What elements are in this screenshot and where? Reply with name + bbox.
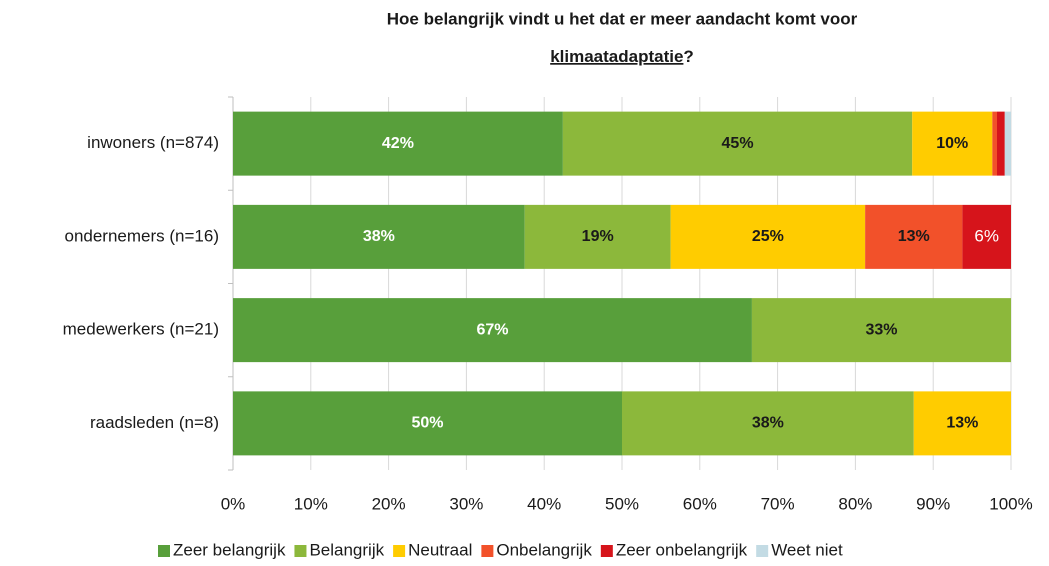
value-label: 42% <box>382 135 414 152</box>
bar-segment <box>622 391 914 456</box>
y-tick-label: medewerkers (n=21) <box>63 320 219 339</box>
value-label: 19% <box>582 228 614 245</box>
x-tick-label: 90% <box>916 494 950 513</box>
x-tick-label: 50% <box>605 494 639 513</box>
bar-segment <box>562 111 913 176</box>
chart-title-emphasis: klimaatadaptatie <box>550 47 683 66</box>
value-label: 45% <box>722 135 754 152</box>
x-tick-label: 60% <box>683 494 717 513</box>
legend-label: Weet niet <box>771 540 843 559</box>
x-tick-label: 30% <box>449 494 483 513</box>
legend-label: Neutraal <box>408 540 472 559</box>
bar-segment <box>912 111 993 176</box>
legend-swatch <box>158 545 170 557</box>
bar-segment <box>233 391 622 456</box>
bar-segment <box>233 204 525 269</box>
bar-segment <box>233 298 752 363</box>
value-label: 50% <box>411 415 443 432</box>
x-tick-label: 10% <box>294 494 328 513</box>
value-label: 13% <box>946 415 978 432</box>
legend-label: Onbelangrijk <box>496 540 592 559</box>
bar-segment <box>962 204 1011 269</box>
chart-title-end: ? <box>683 47 693 66</box>
x-tick-label: 0% <box>221 494 246 513</box>
y-tick-label: inwoners (n=874) <box>87 133 219 152</box>
bar-segment <box>996 111 1005 176</box>
bar-segment <box>865 204 963 269</box>
value-label: 67% <box>476 321 508 338</box>
value-label: 25% <box>752 228 784 245</box>
legend-label: Zeer onbelangrijk <box>616 540 748 559</box>
legend-swatch <box>600 545 613 557</box>
bar-segment <box>670 204 866 269</box>
legend-label: Zeer belangrijk <box>173 540 286 559</box>
bar-segment <box>913 391 1011 456</box>
value-label: 38% <box>752 415 784 432</box>
bar-segment <box>992 111 997 176</box>
x-tick-label: 40% <box>527 494 561 513</box>
value-label: 6% <box>974 226 999 245</box>
legend-swatch <box>481 545 494 557</box>
y-tick-label: raadsleden (n=8) <box>90 413 219 432</box>
legend-swatch <box>294 545 307 557</box>
value-label: 10% <box>936 135 968 152</box>
bar-segment <box>751 298 1011 363</box>
bar-segment <box>1004 111 1011 176</box>
x-tick-label: 20% <box>372 494 406 513</box>
value-label: 38% <box>363 228 395 245</box>
bar-segment <box>524 204 671 269</box>
bar-segment <box>233 111 563 176</box>
y-tick-label: ondernemers (n=16) <box>64 226 219 245</box>
value-label: 13% <box>898 228 930 245</box>
chart-title: Hoe belangrijk vindt u het dat er meer a… <box>387 9 858 28</box>
value-label: 33% <box>865 321 897 338</box>
legend-swatch <box>756 545 769 557</box>
legend-swatch <box>393 545 406 557</box>
x-tick-label: 80% <box>838 494 872 513</box>
chart-title-line2: klimaatadaptatie? <box>550 47 694 66</box>
x-tick-label: 70% <box>761 494 795 513</box>
legend-label: Belangrijk <box>309 540 384 559</box>
x-tick-label: 100% <box>989 494 1032 513</box>
